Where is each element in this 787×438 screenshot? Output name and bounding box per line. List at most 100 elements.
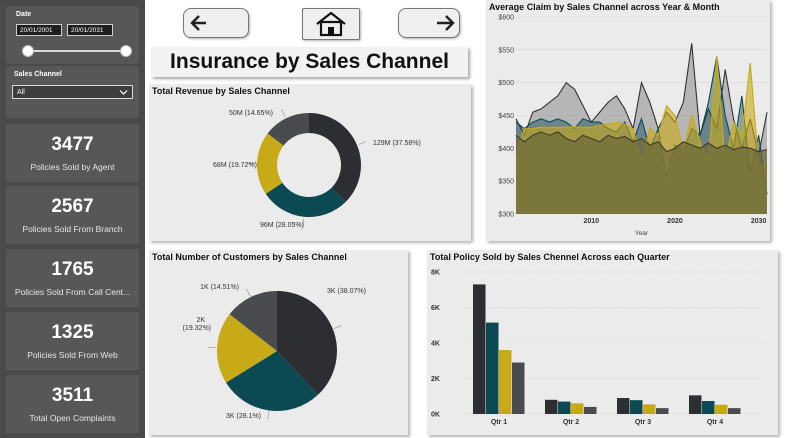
chevron-down-icon [119, 90, 128, 95]
y-tick-label: $400 [498, 146, 514, 153]
bar[interactable] [545, 399, 558, 414]
pie-data-label: 2K (19.32%) [183, 317, 211, 332]
area-series-line [515, 131, 768, 153]
x-axis-title: Year [635, 230, 649, 237]
start-date-input[interactable]: 20/01/2001 [16, 24, 62, 36]
y-tick-label: $350 [498, 179, 514, 186]
right-arrow-icon [437, 15, 455, 31]
claim-area-chart: $300 $350 $400 $450 $500 $550 $600 2010 2020 2030… [498, 15, 768, 237]
kpi-label: Policies Sold From Call Cent... [14, 287, 131, 297]
bar[interactable] [689, 395, 702, 414]
leader-line [246, 288, 251, 297]
date-slicer-label: Date [16, 11, 32, 18]
quarter-bar-chart: 0K 2K 4K 6K 8K Qtr 1 Qtr 2 Qtr 3 Qtr 4 [431, 270, 765, 426]
bar[interactable] [715, 404, 728, 414]
pie-slice[interactable] [225, 351, 318, 411]
bar[interactable] [584, 406, 597, 414]
kpi-card-branch: 2567 Policies Sold From Branch [6, 186, 139, 244]
bar[interactable] [473, 284, 486, 414]
page-title-box: Insurance by Sales Channel [151, 47, 468, 77]
leader-line [333, 325, 342, 329]
y-tick-label: $300 [498, 212, 514, 219]
x-tick-label: 2010 [584, 218, 600, 225]
x-tick-label: 2030 [751, 218, 767, 225]
y-tick-label: 6K [431, 305, 440, 312]
bar[interactable] [486, 322, 499, 414]
bar[interactable] [702, 401, 715, 414]
pie-slice[interactable] [229, 291, 277, 351]
y-tick-label: 2K [431, 376, 440, 383]
donut-slice[interactable] [265, 182, 346, 217]
donut-slice[interactable] [309, 113, 361, 202]
kpi-label: Policies Sold by Agent [30, 162, 115, 172]
kpi-value: 1765 [51, 259, 94, 280]
bar[interactable] [728, 408, 741, 414]
leader-line [302, 218, 304, 227]
area-series[interactable] [516, 131, 767, 214]
customers-pie-card: Total Number of Customers by Sales Chann… [149, 250, 408, 435]
kpi-card-agent: 3477 Policies Sold by Agent [6, 124, 139, 182]
kpi-label: Policies Sold From Web [27, 350, 118, 360]
date-range-track [26, 50, 126, 52]
pie-slice[interactable] [217, 314, 277, 383]
channel-dropdown[interactable]: All [12, 85, 133, 99]
donut-slice[interactable] [267, 113, 309, 146]
bar[interactable] [656, 408, 669, 414]
home-button[interactable] [302, 8, 360, 40]
x-tick-label: Qtr 4 [707, 419, 723, 426]
revenue-donut-card: Total Revenue by Sales Channel 129M (37.… [149, 84, 471, 241]
area-series-line [515, 56, 768, 195]
chart-title: Total Policy Sold by Sales Chennel Acros… [430, 252, 670, 262]
leader-line [358, 141, 367, 145]
forward-button[interactable] [398, 8, 460, 38]
customers-pie-chart: 3K (38.07%) 3K (28.1%) 2K (19.32%) 1K (14.51… [183, 284, 366, 420]
bar[interactable] [630, 400, 643, 414]
pie-data-label: 3K (38.07%) [327, 288, 366, 295]
kpi-label: Policies Sold From Branch [22, 224, 123, 234]
claim-area-card: Average Claim by Sales Channel across Ye… [486, 0, 770, 241]
kpi-label: Total Open Complaints [29, 413, 116, 423]
left-arrow-icon [190, 15, 206, 31]
donut-slice[interactable] [257, 133, 284, 194]
x-tick-label: 2020 [667, 218, 683, 225]
date-end-handle[interactable] [120, 45, 132, 57]
kpi-card-complaints: 3511 Total Open Complaints [6, 375, 139, 433]
bar[interactable] [643, 404, 656, 414]
y-tick-label: $550 [498, 47, 514, 54]
kpi-card-call-center: 1765 Policies Sold From Call Cent... [6, 249, 139, 307]
bar[interactable] [499, 350, 512, 414]
bar[interactable] [617, 398, 630, 414]
bar[interactable] [571, 403, 584, 414]
donut-data-label: 96M (28.05%) [260, 222, 304, 229]
kpi-card-web: 1325 Policies Sold From Web [6, 312, 139, 370]
x-tick-label: Qtr 3 [635, 419, 651, 426]
date-slicer-panel: Date 20/01/2001 20/01/2031 [6, 6, 139, 64]
donut-data-label: 50M (14.65%) [229, 110, 273, 117]
pie-data-label: 1K (14.51%) [200, 284, 239, 291]
pie-slice[interactable] [277, 291, 337, 395]
kpi-value: 3511 [51, 385, 94, 406]
donut-data-label: 129M (37.58%) [373, 140, 421, 147]
kpi-value: 2567 [51, 196, 94, 217]
back-button[interactable] [183, 8, 249, 38]
chart-title: Total Number of Customers by Sales Chann… [152, 252, 347, 262]
y-tick-label: $600 [498, 15, 514, 22]
kpi-value: 1325 [51, 322, 94, 343]
y-tick-label: $500 [498, 80, 514, 87]
y-tick-label: 0K [431, 412, 440, 419]
leader-line [267, 411, 270, 420]
date-start-handle[interactable] [22, 45, 34, 57]
x-tick-label: Qtr 2 [563, 419, 579, 426]
end-date-input[interactable]: 20/01/2031 [67, 24, 113, 36]
y-tick-label: 8K [431, 270, 440, 277]
kpi-value: 3477 [51, 134, 94, 155]
channel-slicer-panel: Sales Channel All [6, 66, 139, 118]
revenue-donut-chart: 129M (37.58%) 96M (28.05%) 68M (19.72%) 50M… [213, 109, 421, 229]
x-tick-label: Qtr 1 [491, 419, 507, 426]
bar[interactable] [558, 401, 571, 414]
y-tick-label: 4K [431, 341, 440, 348]
area-series-line [515, 43, 768, 156]
pie-data-label: 3K (28.1%) [226, 413, 261, 420]
chart-title: Total Revenue by Sales Channel [152, 86, 290, 96]
bar[interactable] [512, 362, 525, 414]
